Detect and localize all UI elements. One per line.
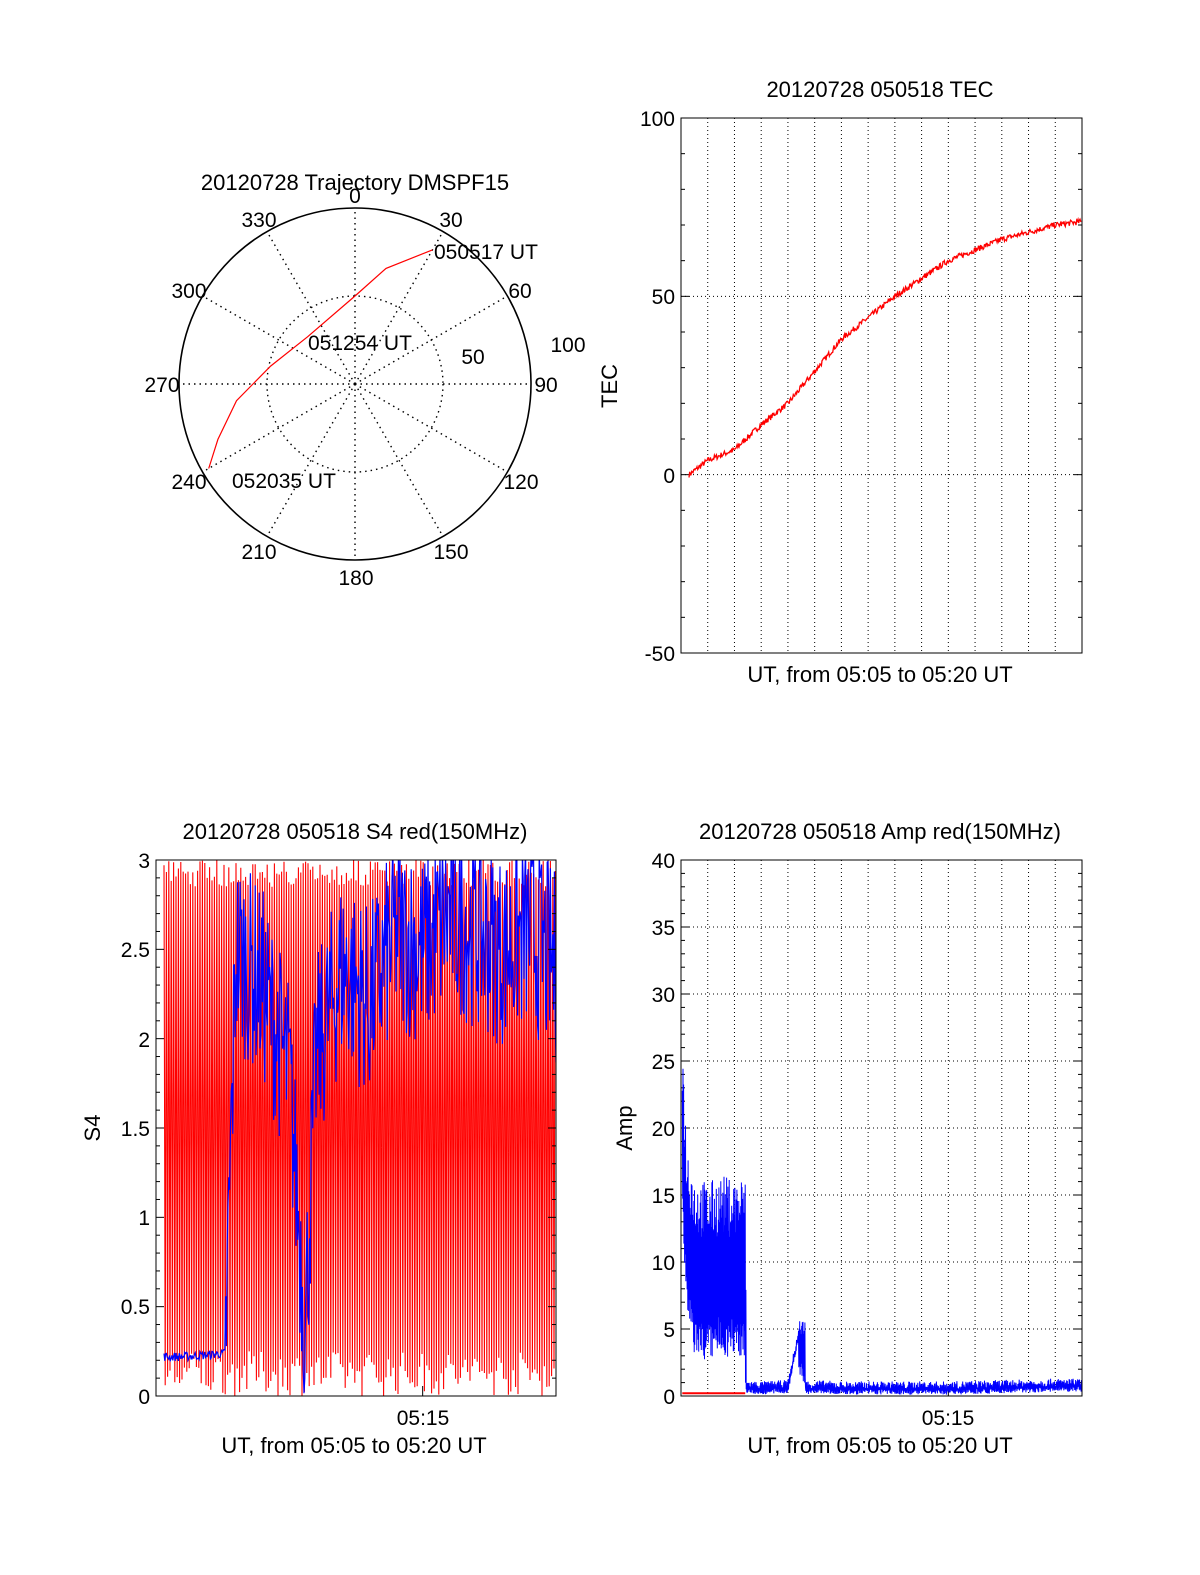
polar-spoke-330: [266, 231, 356, 385]
tec-title: 20120728 050518 TEC: [766, 77, 993, 102]
s4-ytick-1: 1: [138, 1207, 150, 1230]
angle-label-210: 210: [241, 541, 276, 564]
angle-label-120: 120: [503, 471, 538, 494]
s4-y-axis-label: S4: [80, 1115, 105, 1142]
angle-label-300: 300: [171, 280, 206, 303]
s4-y-ticks: 3 2.5 2 1.5 1 0.5 0: [121, 850, 150, 1409]
angle-label-150: 150: [433, 541, 468, 564]
s4-chart: 20120728 050518 S4 red(150MHz) 3 2.5 2 1…: [80, 819, 557, 1458]
angle-label-180: 180: [338, 567, 373, 590]
angle-label-60: 60: [508, 280, 531, 303]
tec-plot-frame: [680, 117, 1083, 654]
amp-ytick-5: 5: [663, 1319, 675, 1342]
annotation-start-time: 050517 UT: [434, 241, 538, 264]
amp-ytick-10: 10: [652, 1252, 675, 1275]
tec-series-line: [688, 216, 1082, 478]
tec-y-axis-label: TEC: [597, 364, 622, 408]
polar-spoke-120: [354, 383, 508, 473]
tec-chart: 20120728 050518 TEC 100 50 0 -50 TEC UT,…: [597, 77, 1083, 687]
annotation-end-time: 052035 UT: [232, 470, 336, 493]
amp-chart: 20120728 050518 Amp red(150MHz) 40 35 30…: [612, 819, 1083, 1458]
polar-spoke-150: [354, 383, 444, 537]
angle-label-240: 240: [171, 471, 206, 494]
s4-ytick-2.5: 2.5: [121, 939, 150, 962]
s4-tick-marks: [156, 859, 556, 1397]
s4-ytick-2: 2: [138, 1029, 150, 1052]
tec-ytick-100: 100: [640, 108, 675, 131]
amp-xtick-0515: 05:15: [922, 1407, 975, 1430]
polar-spoke-240: [202, 383, 356, 473]
s4-ytick-0: 0: [138, 1386, 150, 1409]
trajectory-track: [208, 249, 433, 469]
amp-ytick-35: 35: [652, 917, 675, 940]
annotation-mid-time: 051254 UT: [308, 332, 412, 355]
s4-xtick-0515: 05:15: [397, 1407, 450, 1430]
s4-x-axis-label: UT, from 05:05 to 05:20 UT: [221, 1433, 486, 1458]
angle-label-330: 330: [241, 209, 276, 232]
amp-ytick-40: 40: [652, 850, 675, 873]
polar-spoke-60: [354, 295, 508, 385]
s4-ytick-0.5: 0.5: [121, 1296, 150, 1319]
amp-series: [681, 1068, 1082, 1395]
radial-label-50: 50: [461, 346, 484, 369]
s4-ytick-1.5: 1.5: [121, 1118, 150, 1141]
amp-x-axis-label: UT, from 05:05 to 05:20 UT: [747, 1433, 1012, 1458]
radial-label-100: 100: [550, 334, 585, 357]
angle-label-0: 0: [349, 185, 361, 208]
trajectory-title: 20120728 Trajectory DMSPF15: [201, 170, 509, 195]
tec-ytick-neg50: -50: [645, 643, 675, 666]
angle-label-90: 90: [534, 374, 557, 397]
s4-red-line: [163, 860, 556, 1396]
angle-label-30: 30: [439, 209, 462, 232]
amp-y-axis-label: Amp: [612, 1105, 637, 1150]
angle-label-270: 270: [144, 374, 179, 397]
amp-y-ticks: 40 35 30 25 20 15 10 5 0: [652, 850, 675, 1409]
polar-spoke-210: [266, 383, 356, 537]
amp-ytick-0: 0: [663, 1386, 675, 1409]
amp-ytick-30: 30: [652, 984, 675, 1007]
s4-title: 20120728 050518 S4 red(150MHz): [183, 819, 528, 844]
polar-spoke-30: [354, 231, 444, 385]
trajectory-chart: 20120728 Trajectory DMSPF15 0 30 60 90 1…: [144, 170, 585, 590]
amp-ytick-25: 25: [652, 1051, 675, 1074]
amp-plot-frame: [680, 859, 1083, 1397]
polar-outer-circle: [178, 207, 532, 561]
tec-ytick-0: 0: [663, 465, 675, 488]
amp-blue-line: [681, 1068, 1082, 1395]
s4-blue-series: [163, 860, 556, 1394]
tec-ytick-50: 50: [652, 286, 675, 309]
s4-red-series: [163, 860, 556, 1396]
amp-ytick-20: 20: [652, 1118, 675, 1141]
amp-ytick-15: 15: [652, 1185, 675, 1208]
polar-spoke-300: [202, 295, 356, 385]
tec-grid: [681, 117, 1082, 654]
tec-x-axis-label: UT, from 05:05 to 05:20 UT: [747, 662, 1012, 687]
s4-ytick-3: 3: [138, 850, 150, 873]
tec-y-ticks: 100 50 0 -50: [640, 108, 675, 666]
polar-angle-labels: 0 30 60 90 120 150 180 210 240 270 300 3…: [144, 185, 585, 590]
amp-grid: [681, 859, 1082, 1397]
amp-title: 20120728 050518 Amp red(150MHz): [699, 819, 1061, 844]
